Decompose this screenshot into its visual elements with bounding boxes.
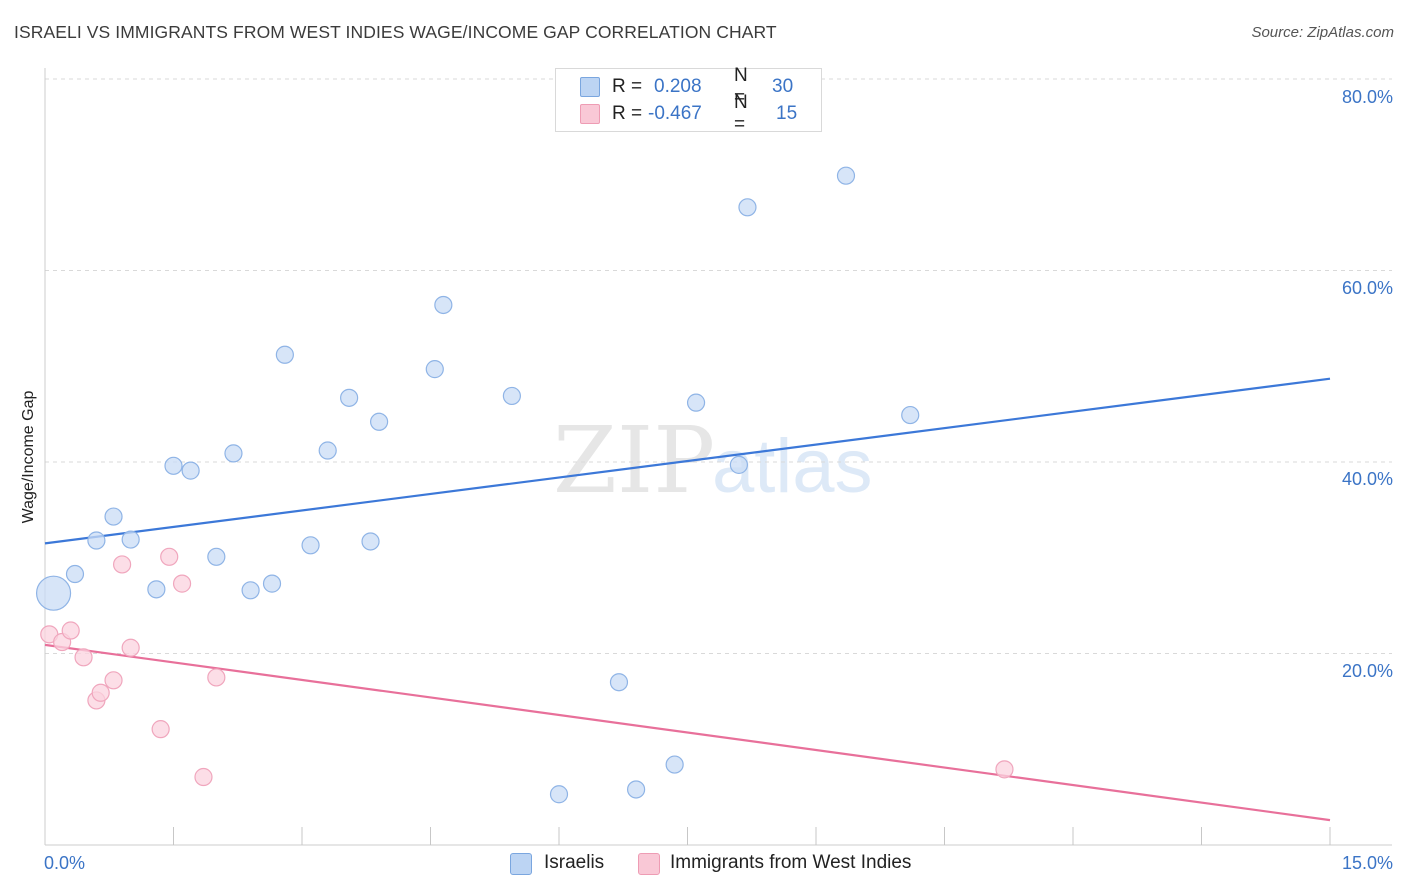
point-israelis-21: [549, 785, 569, 804]
legend-n-label: N =: [734, 92, 748, 135]
trend-line-west-indies: [44, 643, 1331, 822]
point-west-indies-12: [194, 767, 213, 787]
point-israelis-18: [425, 360, 444, 379]
point-israelis-20: [502, 386, 521, 406]
legend-n-value-israelis: 30: [772, 76, 794, 97]
point-israelis-15: [340, 388, 359, 407]
point-west-indies-13: [207, 668, 226, 687]
point-israelis-19: [434, 295, 453, 315]
point-israelis-8: [207, 547, 226, 566]
x-tick-label-min: 0.0%: [44, 853, 85, 873]
series-swatch-west-indies: [638, 853, 660, 875]
x-tick-label-max: 15.0%: [1342, 853, 1393, 873]
legend-swatch-israelis: [580, 77, 600, 97]
trend-line-israelis: [44, 377, 1331, 545]
point-israelis-27: [738, 198, 757, 217]
grid: [45, 78, 1392, 654]
point-west-indies-8: [121, 638, 140, 657]
point-israelis-29: [901, 405, 920, 425]
point-west-indies-10: [160, 547, 179, 566]
series-label-israelis: Israelis: [544, 852, 605, 873]
trend-lines: [44, 377, 1331, 822]
point-israelis-13: [301, 536, 320, 555]
y-tick-label-20: 20.0%: [1342, 661, 1393, 681]
point-israelis-2: [87, 531, 106, 550]
point-israelis-6: [164, 456, 183, 475]
point-israelis-4: [121, 530, 140, 549]
point-israelis-7: [181, 461, 200, 480]
point-israelis-17: [370, 412, 389, 431]
point-israelis-9: [224, 444, 243, 463]
point-israelis-16: [361, 532, 380, 551]
point-west-indies-5: [91, 683, 110, 702]
legend-swatch-west-indies: [580, 104, 600, 124]
point-israelis-26: [729, 455, 749, 474]
point-west-indies-7: [112, 555, 132, 574]
point-israelis-22: [609, 673, 629, 692]
axes: [44, 68, 1392, 846]
point-west-indies-14: [995, 760, 1014, 779]
point-israelis-24: [665, 755, 684, 774]
y-tick-label-60: 60.0%: [1342, 278, 1393, 298]
data-points: [35, 166, 1014, 804]
legend-r-label: R =: [612, 103, 643, 124]
point-west-indies-6: [104, 671, 123, 690]
legend-r-value-israelis: 0.208: [654, 76, 702, 97]
point-west-indies-11: [172, 574, 192, 593]
source-label: Source: ZipAtlas.com: [1251, 24, 1394, 41]
y-axis-label: Wage/Income Gap: [20, 391, 37, 524]
point-west-indies-3: [74, 648, 93, 667]
point-israelis-25: [686, 393, 706, 412]
series-label-west-indies: Immigrants from West Indies: [670, 852, 912, 873]
y-tick-label-40: 40.0%: [1342, 469, 1393, 489]
chart-title: ISRAELI VS IMMIGRANTS FROM WEST INDIES W…: [14, 22, 777, 42]
point-israelis-0: [35, 575, 72, 611]
point-israelis-5: [147, 580, 166, 599]
point-israelis-14: [318, 441, 337, 460]
point-israelis-12: [275, 345, 294, 364]
point-israelis-3: [104, 507, 123, 526]
legend-n-value-west-indies: 15: [776, 103, 798, 124]
point-west-indies-9: [151, 720, 170, 739]
watermark: ZIP atlas: [553, 407, 873, 514]
correlation-legend: R = 0.208 N = 30 R = -0.467 N = 15: [555, 65, 822, 135]
point-israelis-23: [626, 780, 646, 799]
legend-r-label: R =: [612, 76, 643, 97]
series-swatch-israelis: [510, 853, 532, 875]
y-tick-label-80: 80.0%: [1342, 87, 1393, 107]
point-west-indies-2: [61, 621, 80, 640]
point-israelis-28: [836, 166, 856, 185]
legend-n-label: N =: [734, 65, 748, 108]
point-israelis-10: [241, 581, 260, 600]
point-israelis-1: [65, 564, 85, 584]
point-israelis-11: [262, 574, 282, 593]
legend-r-value-west-indies: -0.467: [648, 103, 702, 124]
